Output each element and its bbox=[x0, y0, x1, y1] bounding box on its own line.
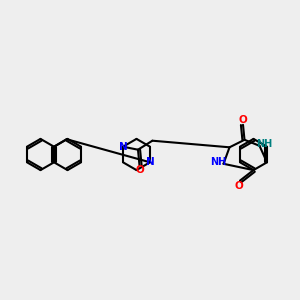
Text: N: N bbox=[118, 142, 127, 152]
Text: NH: NH bbox=[256, 139, 272, 149]
Text: NH: NH bbox=[210, 157, 226, 167]
Text: O: O bbox=[135, 165, 144, 176]
Text: O: O bbox=[234, 181, 243, 191]
Text: N: N bbox=[146, 157, 154, 167]
Text: O: O bbox=[238, 115, 247, 125]
